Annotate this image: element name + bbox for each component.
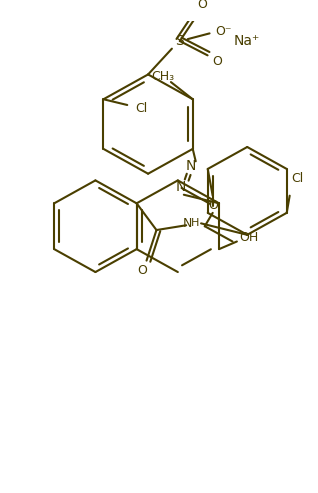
Text: Cl: Cl — [292, 172, 304, 185]
Text: N: N — [176, 180, 186, 194]
Text: OH: OH — [239, 231, 259, 244]
Text: CH₃: CH₃ — [151, 70, 175, 83]
Text: O: O — [198, 0, 208, 11]
Text: O⁻: O⁻ — [215, 25, 232, 38]
Text: N: N — [186, 159, 196, 173]
Text: O: O — [138, 264, 148, 277]
Text: O: O — [209, 199, 218, 211]
Text: S: S — [176, 34, 184, 48]
Text: Cl: Cl — [135, 103, 147, 115]
Text: Na⁺: Na⁺ — [234, 34, 260, 48]
Text: N: N — [183, 217, 192, 230]
Text: O: O — [212, 55, 222, 68]
Text: H: H — [191, 218, 199, 228]
